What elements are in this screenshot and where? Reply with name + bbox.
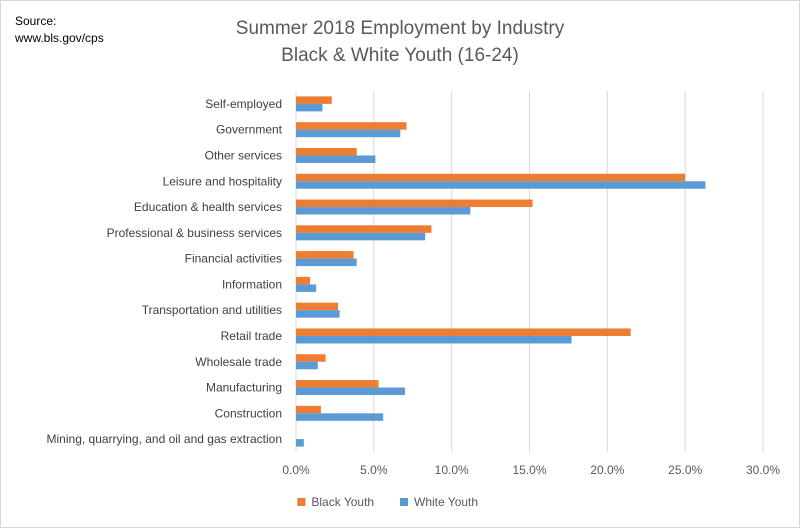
source-note: Source: www.bls.gov/cps — [15, 13, 104, 47]
x-tick-label: 0.0% — [282, 463, 310, 477]
x-tick-label: 10.0% — [435, 463, 469, 477]
x-tick-label: 30.0% — [746, 463, 780, 477]
bar-white-youth — [296, 103, 323, 112]
bar-black-youth — [296, 251, 354, 259]
bar-white-youth — [296, 387, 405, 396]
category-label: Government — [216, 123, 283, 137]
category-label: Other services — [205, 148, 282, 162]
category-label: Professional & business services — [107, 226, 282, 240]
bar-black-youth — [296, 380, 379, 388]
source-label: Source: — [15, 14, 57, 28]
legend-label: Black Youth — [311, 495, 374, 509]
bar-white-youth — [296, 232, 426, 241]
bar-black-youth — [296, 199, 533, 208]
bar-black-youth — [296, 302, 339, 311]
category-label: Transportation and utilities — [142, 303, 282, 317]
bar-black-youth — [296, 173, 686, 182]
chart-subtitle: Black & White Youth (16-24) — [281, 45, 519, 66]
bar-white-youth — [296, 129, 401, 138]
bar-black-youth — [296, 96, 332, 104]
bar-white-youth — [296, 335, 572, 344]
bar-black-youth — [296, 147, 357, 156]
bar-white-youth — [296, 361, 318, 370]
x-tick-label: 5.0% — [360, 463, 388, 477]
x-tick-label: 20.0% — [590, 463, 624, 477]
category-label: Wholesale trade — [195, 355, 282, 369]
bar-black-youth — [296, 122, 407, 130]
x-tick-label: 25.0% — [668, 463, 702, 477]
bar-white-youth — [296, 155, 376, 163]
bar-white-youth — [296, 181, 706, 189]
category-label: Education & health services — [134, 200, 282, 214]
bar-white-youth — [296, 310, 340, 318]
category-label: Mining, quarrying, and oil and gas extra… — [47, 432, 282, 446]
bar-black-youth — [296, 405, 321, 414]
category-label: Financial activities — [185, 252, 282, 266]
legend-label: White Youth — [414, 495, 478, 509]
legend-swatch — [400, 498, 408, 506]
category-label: Information — [222, 277, 282, 291]
category-label: Retail trade — [221, 329, 283, 343]
bar-black-youth — [296, 225, 432, 233]
bar-white-youth — [296, 207, 471, 215]
category-label: Construction — [215, 406, 282, 420]
chart-title: Summer 2018 Employment by Industry — [235, 18, 565, 39]
category-label: Leisure and hospitality — [163, 174, 282, 188]
source-url: www.bls.gov/cps — [15, 31, 104, 45]
x-tick-label: 15.0% — [512, 463, 546, 477]
bar-white-youth — [296, 284, 317, 292]
chart-title-block: Summer 2018 Employment by Industry Black… — [1, 15, 799, 69]
bar-white-youth — [296, 439, 304, 447]
bar-white-youth — [296, 413, 384, 421]
bar-black-youth — [296, 354, 326, 362]
bar-black-youth — [296, 276, 311, 285]
bar-white-youth — [296, 258, 357, 267]
category-label: Self-employed — [205, 97, 282, 111]
legend-swatch — [297, 498, 306, 506]
category-label: Manufacturing — [206, 381, 282, 395]
bar-black-youth — [296, 328, 631, 336]
